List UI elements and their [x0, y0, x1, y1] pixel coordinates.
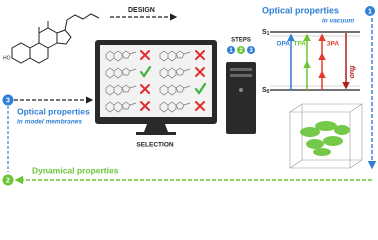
step-circle — [2, 174, 14, 186]
s1-label: S1 — [262, 29, 270, 37]
emission-label: fluo — [348, 66, 355, 80]
molecule-drawing: HO — [3, 13, 100, 64]
step-number: 3 — [249, 48, 253, 54]
transition-label: OPA — [276, 41, 290, 48]
optical-membranes-subtitle: in model membranes — [17, 119, 82, 126]
optical-vacuum-title: Optical properties — [262, 5, 339, 15]
step-circle — [247, 46, 255, 54]
transition-label: 3PA — [327, 41, 339, 48]
steps-label: STEPS — [231, 38, 251, 44]
step-circle — [227, 46, 235, 54]
optical-vacuum-subtitle: in vacuum — [322, 18, 354, 25]
computer-tower — [226, 62, 256, 134]
optical-membranes-title: Optical properties — [17, 106, 90, 116]
step-number: 3 — [6, 97, 10, 104]
step-number: 2 — [6, 177, 10, 184]
step-number: 2 — [239, 48, 243, 54]
simulation-box — [289, 103, 363, 169]
diagram: HO DESIGN Optical properties in vacuum 1… — [2, 5, 377, 186]
step-circle — [365, 6, 375, 16]
step-number: 1 — [368, 8, 372, 15]
design-label: DESIGN — [128, 7, 155, 14]
step-number: 1 — [229, 48, 233, 54]
selection-label: SELECTION — [136, 142, 174, 149]
energy-diagram — [270, 31, 360, 91]
monitor — [95, 40, 217, 135]
step-circle — [2, 94, 14, 106]
transition-label: TPA — [293, 41, 306, 48]
step-circle — [237, 46, 245, 54]
svg-text:HO: HO — [3, 55, 11, 61]
dynamical-title: Dynamical properties — [32, 165, 119, 175]
s0-label: S0 — [262, 87, 270, 95]
